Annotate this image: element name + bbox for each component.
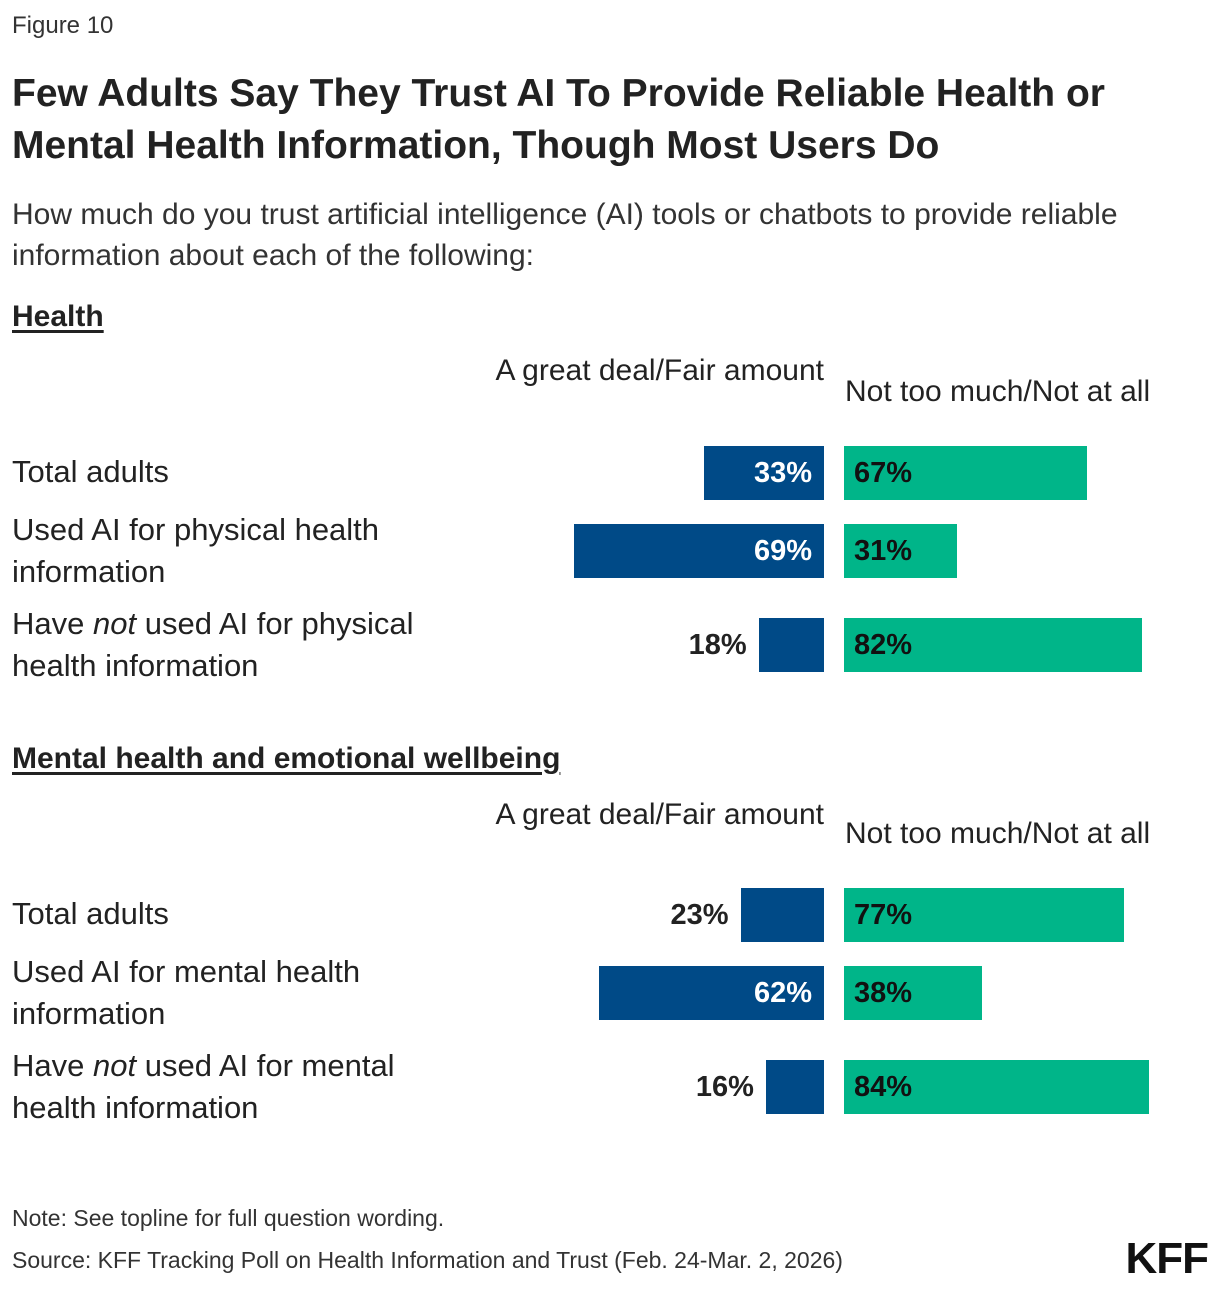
- chart-title: Few Adults Say They Trust AI To Provide …: [12, 72, 1105, 167]
- value-label-trust-not-used-ai-physical: 18%: [688, 629, 747, 661]
- row-label-not-used-ai-mental: Have not used AI for mental health infor…: [12, 1048, 395, 1125]
- row-label-used-ai-physical: Used AI for physical health information: [12, 512, 380, 589]
- bar-trust-not-used-ai-physical: [758, 618, 824, 672]
- section-heading-health: Health: [12, 300, 104, 333]
- section-heading-mental-health: Mental health and emotional wellbeing: [12, 742, 561, 775]
- bar-distrust-total-adults-health: [844, 446, 1088, 500]
- bar-trust-used-ai-mental: [598, 966, 824, 1020]
- value-label-distrust-used-ai-physical: 31%: [854, 535, 913, 567]
- row-label-total-adults-mental: Total adults: [12, 896, 169, 931]
- column-header-trust-mental: A great deal/Fair amount: [495, 798, 824, 831]
- value-label-distrust-not-used-ai-physical: 82%: [854, 629, 913, 661]
- bar-distrust-used-ai-physical: [844, 524, 957, 578]
- kff-logo: KFF: [1125, 1234, 1209, 1283]
- value-label-trust-used-ai-mental: 62%: [753, 977, 812, 1009]
- row-label-used-ai-mental: Used AI for mental health information: [12, 954, 361, 1031]
- value-label-trust-total-adults-mental: 23%: [670, 899, 729, 931]
- chart-note: Note: See topline for full question word…: [12, 1205, 445, 1231]
- bar-distrust-used-ai-mental: [844, 966, 982, 1020]
- chart-source: Source: KFF Tracking Poll on Health Info…: [12, 1247, 843, 1273]
- chart-subtitle: How much do you trust artificial intelli…: [12, 198, 1118, 272]
- bar-trust-used-ai-physical: [573, 524, 824, 578]
- value-label-distrust-total-adults-health: 67%: [854, 457, 913, 489]
- bar-trust-total-adults-health: [704, 446, 824, 500]
- value-label-distrust-total-adults-mental: 77%: [854, 899, 913, 931]
- row-label-not-used-ai-physical: Have not used AI for physical health inf…: [12, 606, 414, 683]
- bar-trust-not-used-ai-mental: [765, 1060, 824, 1114]
- bar-trust-total-adults-mental: [740, 888, 824, 942]
- bar-distrust-not-used-ai-physical: [844, 618, 1142, 672]
- bar-distrust-not-used-ai-mental: [844, 1060, 1149, 1114]
- value-label-trust-used-ai-physical: 69%: [753, 535, 812, 567]
- value-label-trust-total-adults-health: 33%: [753, 457, 812, 489]
- value-label-distrust-used-ai-mental: 38%: [854, 977, 913, 1009]
- column-header-distrust-mental: Not too much/Not at all: [845, 817, 1151, 850]
- value-label-trust-not-used-ai-mental: 16%: [695, 1071, 754, 1103]
- column-header-trust: A great deal/Fair amount: [495, 354, 824, 387]
- figure-label: Figure 10: [12, 12, 114, 39]
- bar-distrust-total-adults-mental: [844, 888, 1124, 942]
- row-label-total-adults: Total adults: [12, 454, 169, 489]
- column-header-distrust: Not too much/Not at all: [845, 375, 1151, 408]
- value-label-distrust-not-used-ai-mental: 84%: [854, 1071, 913, 1103]
